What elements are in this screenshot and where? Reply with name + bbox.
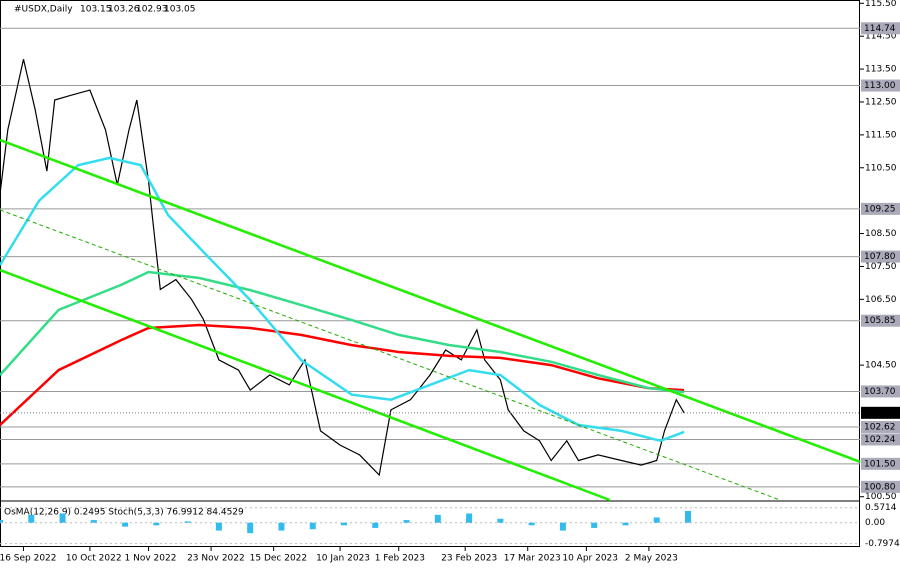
- level-box: [861, 457, 900, 470]
- level-box: [861, 314, 900, 327]
- x-tick-label: 10 Jan 2023: [316, 554, 370, 564]
- level-box: [861, 79, 900, 92]
- price-line: [0, 268, 611, 502]
- x-tick-label: 1 Nov 2022: [125, 554, 177, 564]
- level-label: 102.24: [864, 435, 896, 445]
- y-tick-label: 106.50: [865, 295, 897, 305]
- osma-bar: [309, 522, 316, 530]
- y-tick-label: 112.50: [865, 97, 897, 107]
- osma-bar: [90, 520, 97, 523]
- ohlc-value: 103.05: [164, 5, 196, 15]
- level-label: 102.62: [864, 422, 896, 432]
- osma-bar: [434, 514, 441, 523]
- osma-bar: [59, 513, 66, 523]
- osma-bar: [184, 521, 191, 523]
- x-tick-label: 23 Nov 2022: [187, 554, 245, 564]
- last-price-box: [861, 406, 900, 419]
- price-line: [0, 59, 685, 477]
- level-box: [861, 202, 900, 215]
- osma-bar: [528, 522, 535, 526]
- indicator-label: OsMA(12,26,9) 0.2495 Stoch(5,3,3) 76.991…: [4, 508, 244, 518]
- osma-bar: [685, 510, 691, 523]
- x-tick-label: 1 Feb 2023: [375, 554, 425, 564]
- x-tick-label: 10 Apr 2023: [562, 554, 618, 564]
- level-label: 107.80: [864, 252, 896, 262]
- osma-bar: [153, 522, 160, 526]
- level-label: 109.25: [864, 204, 896, 214]
- osma-bar: [591, 522, 598, 528]
- x-tick-label: 15 Dec 2022: [250, 554, 307, 564]
- y-tick-label: 113.50: [865, 65, 897, 75]
- ohlc-value: 102.93: [136, 5, 168, 15]
- osma-bar: [559, 522, 566, 531]
- osma-bar: [341, 522, 347, 526]
- osma-bar: [403, 520, 410, 523]
- y-tick-label: 110.50: [865, 163, 897, 173]
- ohlc-value: 103.26: [108, 5, 140, 15]
- osma-bar: [247, 522, 254, 534]
- y-tick-label: 107.50: [865, 262, 897, 272]
- price-line: [0, 270, 685, 394]
- osma-bar: [122, 522, 129, 527]
- osma-bar: [215, 522, 222, 531]
- level-label: 100.80: [864, 482, 896, 492]
- last-price-label: 103.05: [864, 408, 896, 418]
- price-line: [0, 323, 685, 426]
- level-label: 103.70: [864, 387, 896, 397]
- x-tick-label: 10 Oct 2022: [66, 554, 122, 564]
- osma-bar: [28, 514, 35, 523]
- y-tick-label: 108.50: [865, 229, 897, 239]
- level-label: 101.50: [864, 459, 896, 469]
- osma-bar: [278, 522, 285, 531]
- y-tick-label: 114.50: [865, 32, 897, 42]
- osma-bar: [622, 522, 629, 526]
- level-label: 105.85: [864, 316, 896, 326]
- symbol: #USDX,Daily: [14, 5, 73, 15]
- level-box: [861, 420, 900, 433]
- x-tick-label: 17 Mar 2023: [504, 554, 561, 564]
- osma-bar: [0, 520, 3, 523]
- indicator-tick-label: 0.00: [865, 518, 885, 528]
- y-tick-label: 111.50: [865, 130, 897, 140]
- x-tick-label: 2 May 2023: [625, 554, 678, 564]
- plot-frame: [0, 0, 860, 547]
- x-tick-label: 16 Sep 2022: [0, 554, 57, 564]
- level-box: [861, 433, 900, 446]
- level-box: [861, 480, 900, 493]
- indicator-tick-label: -0.7974: [865, 539, 900, 549]
- level-label: 114.74: [864, 24, 896, 34]
- level-box: [861, 250, 900, 263]
- y-tick-label: 100.50: [865, 492, 897, 502]
- level-label: 113.00: [864, 81, 896, 91]
- level-box: [861, 385, 900, 398]
- indicator-tick-label: 0.5714: [865, 503, 897, 513]
- osma-bar: [466, 513, 473, 523]
- level-box: [861, 22, 900, 35]
- osma-bar: [653, 517, 660, 523]
- ohlc-value: 103.15: [80, 5, 112, 15]
- osma-bar: [497, 518, 504, 523]
- price-line: [0, 209, 781, 501]
- price-line: [0, 138, 861, 463]
- y-tick-label: 115.50: [865, 0, 897, 9]
- osma-bar: [372, 522, 379, 528]
- y-tick-label: 104.50: [865, 361, 897, 371]
- x-tick-label: 23 Feb 2023: [441, 554, 497, 564]
